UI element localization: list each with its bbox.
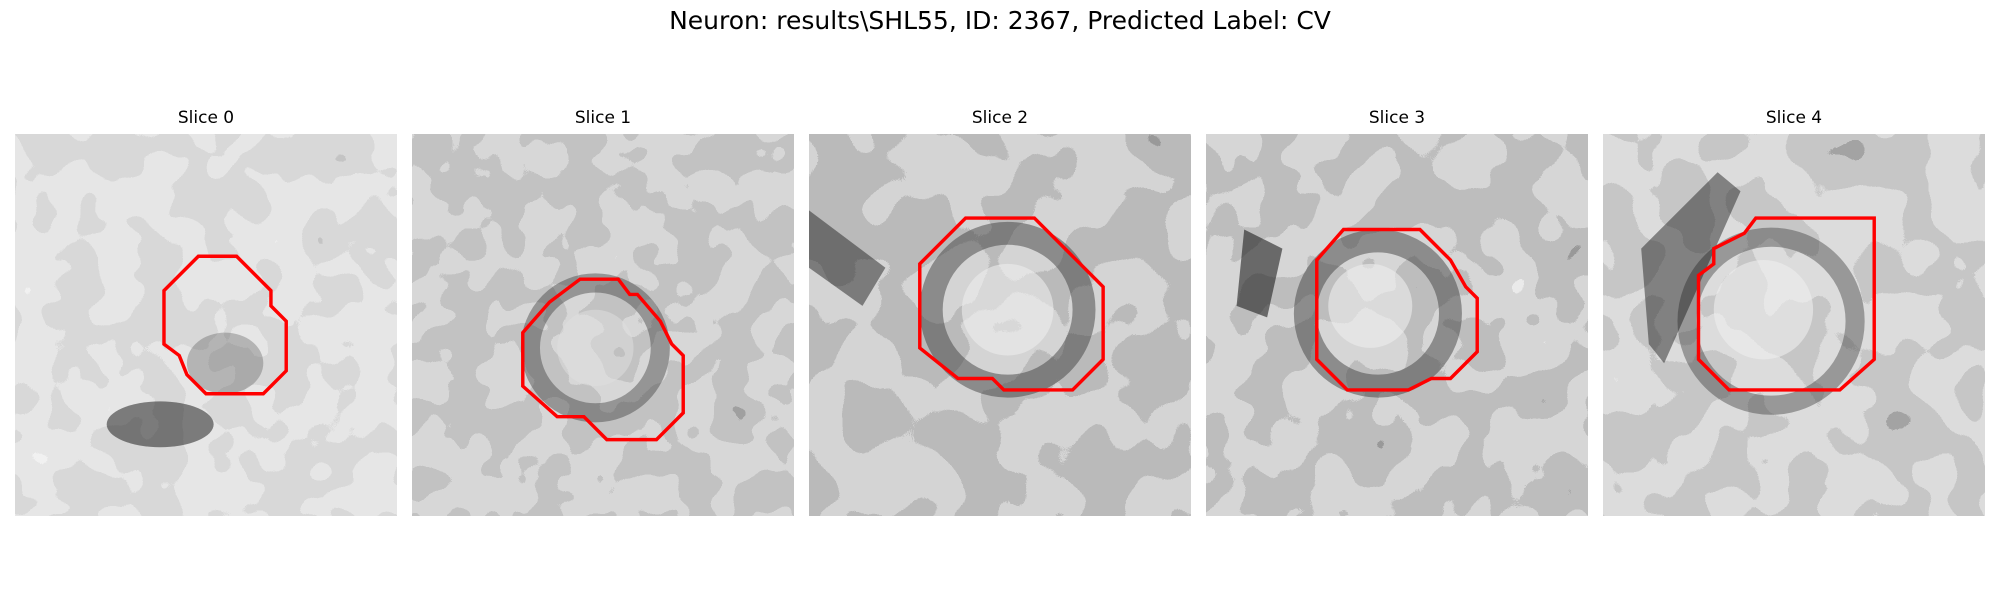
slice-panel-3: Slice 3 bbox=[1206, 108, 1588, 516]
slice-title-0: Slice 0 bbox=[177, 108, 235, 128]
slice-image-0 bbox=[15, 134, 397, 516]
slice-panel-4: Slice 4 bbox=[1603, 108, 1985, 516]
slice-image-1 bbox=[412, 134, 794, 516]
roi-contour bbox=[1696, 216, 1876, 392]
slice-image-3 bbox=[1206, 134, 1588, 516]
slice-image-2 bbox=[809, 134, 1191, 516]
slice-title-3: Slice 3 bbox=[1368, 108, 1426, 128]
slice-panel-0: Slice 0 bbox=[15, 108, 397, 516]
slice-title-1: Slice 1 bbox=[574, 108, 632, 128]
slice-panel-2: Slice 2 bbox=[809, 108, 1191, 516]
roi-contour bbox=[918, 216, 1105, 392]
dark-membrane-region bbox=[106, 401, 214, 448]
roi-contour bbox=[162, 254, 288, 396]
roi-contour bbox=[521, 277, 685, 442]
slice-title-4: Slice 4 bbox=[1765, 108, 1823, 128]
slice-panel-1: Slice 1 bbox=[412, 108, 794, 516]
roi-contour bbox=[1315, 227, 1479, 392]
slice-image-4 bbox=[1603, 134, 1985, 516]
figure-title: Neuron: results\SHL55, ID: 2367, Predict… bbox=[669, 6, 1331, 35]
slice-title-2: Slice 2 bbox=[971, 108, 1029, 128]
